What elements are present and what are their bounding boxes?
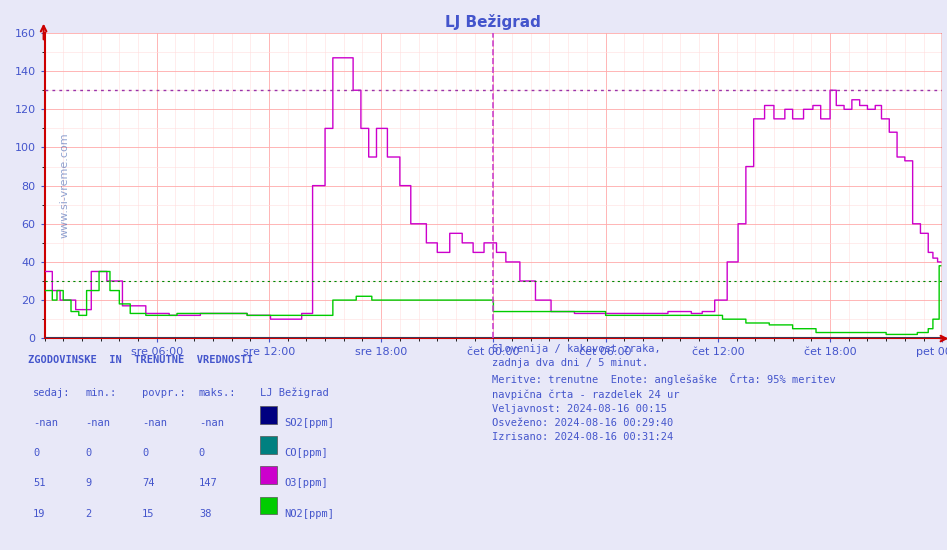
Text: CO[ppm]: CO[ppm] (284, 448, 328, 458)
Text: -nan: -nan (33, 418, 58, 428)
Text: LJ Bežigrad: LJ Bežigrad (260, 388, 330, 398)
Text: 0: 0 (85, 448, 92, 458)
Text: 15: 15 (142, 509, 154, 519)
Text: 147: 147 (199, 478, 218, 488)
Text: SO2[ppm]: SO2[ppm] (284, 418, 334, 428)
Text: min.:: min.: (85, 388, 116, 398)
Text: -nan: -nan (199, 418, 223, 428)
Text: sedaj:: sedaj: (33, 388, 71, 398)
Text: 51: 51 (33, 478, 45, 488)
Text: 38: 38 (199, 509, 211, 519)
Title: LJ Bežigrad: LJ Bežigrad (445, 14, 542, 30)
Text: 19: 19 (33, 509, 45, 519)
Text: -nan: -nan (85, 418, 110, 428)
Text: -nan: -nan (142, 418, 167, 428)
Text: povpr.:: povpr.: (142, 388, 186, 398)
Text: maks.:: maks.: (199, 388, 237, 398)
Text: NO2[ppm]: NO2[ppm] (284, 509, 334, 519)
Text: 2: 2 (85, 509, 92, 519)
Text: ZGODOVINSKE  IN  TRENUTNE  VREDNOSTI: ZGODOVINSKE IN TRENUTNE VREDNOSTI (28, 355, 254, 365)
Text: 74: 74 (142, 478, 154, 488)
Text: 0: 0 (33, 448, 40, 458)
Text: www.si-vreme.com: www.si-vreme.com (60, 133, 69, 239)
Text: O3[ppm]: O3[ppm] (284, 478, 328, 488)
Text: 0: 0 (199, 448, 205, 458)
Text: 9: 9 (85, 478, 92, 488)
Text: Slovenija / kakovost zraka,
zadnja dva dni / 5 minut.
Meritve: trenutne  Enote: : Slovenija / kakovost zraka, zadnja dva d… (492, 344, 836, 442)
Text: 0: 0 (142, 448, 149, 458)
